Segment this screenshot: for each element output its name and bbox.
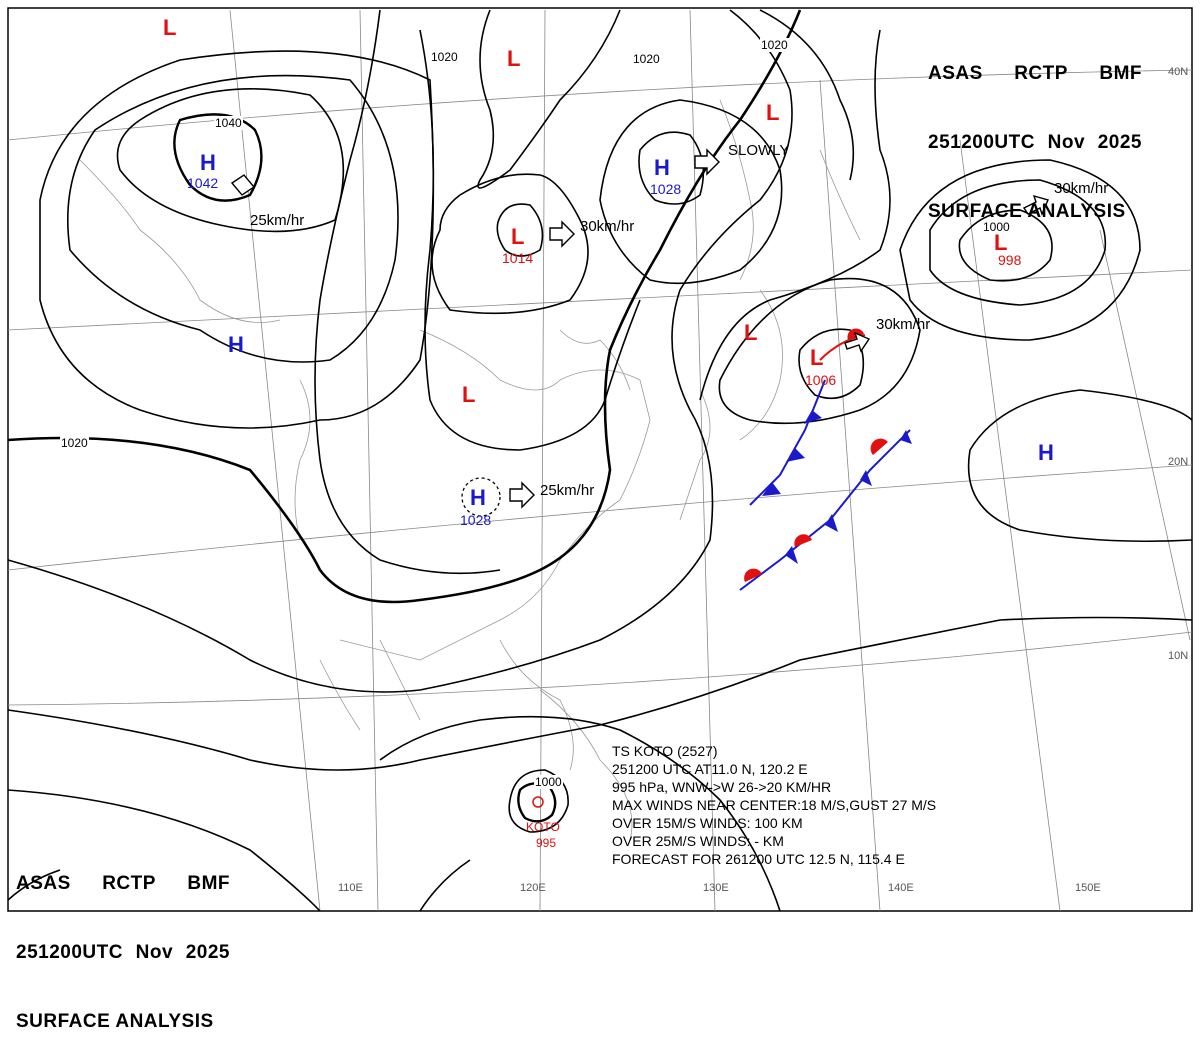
typhoon-line: OVER 25M/S WINDS: - KM [612,833,784,849]
high-marker: H [1038,440,1054,465]
motion-label: 30km/hr [580,218,635,235]
typhoon-info: TS KOTO (2527) 251200 UTC AT11.0 N, 120.… [612,742,936,868]
header-bmf: BMF [1099,63,1142,84]
motion-label: 25km/hr [540,482,595,499]
arrow-south-china-high [509,481,535,509]
isobar-label: 1000 [534,775,563,789]
header-bottom-left: ASAS RCTP BMF 251200UTC Nov 2025 SURFACE ANA… [16,826,230,1056]
high-marker: H [228,332,244,357]
high-value: 1028 [650,181,682,197]
header-code: RCTP [1014,63,1068,84]
isobar-label: 1020 [430,50,459,64]
isobar-label: 1020 [760,38,789,52]
arrow-kamchatka [1022,194,1049,216]
header-time: 251200UTC [16,942,123,963]
low-marker: L [507,46,521,71]
typhoon-pressure: 995 [536,836,557,850]
cold-front [739,379,912,591]
lat-label: 40N [1168,66,1189,78]
motion-label: 30km/hr [876,316,931,333]
header-year: 2025 [1097,132,1142,153]
lon-label: 140E [888,882,914,894]
typhoon-line: TS KOTO (2527) [612,743,718,759]
arrow-manchuria [694,148,720,176]
typhoon-line: FORECAST FOR 261200 UTC 12.5 N, 115.4 E [612,851,905,867]
high-ring [461,477,501,517]
lon-label: 120E [520,882,546,894]
map-frame [7,7,1193,912]
header-month: Nov [135,942,174,963]
low-marker: L [511,224,525,249]
high-marker: H [200,150,216,175]
arrow-japan-low [844,331,871,353]
arrow-mongolia-low [549,220,575,248]
header-year: 2025 [185,942,230,963]
header-time: 251200UTC [928,132,1035,153]
header-station: ASAS [928,63,983,84]
typhoon-line: OVER 15M/S WINDS: 100 KM [612,815,803,831]
header-code: RCTP [102,873,156,894]
motion-label: 30km/hr [1054,180,1109,197]
lon-label: 110E [338,882,363,894]
header-station: ASAS [16,873,71,894]
lat-label: 20N [1168,456,1189,468]
lat-label: 10N [1168,650,1189,662]
header-bmf: BMF [187,873,230,894]
typhoon-name: KOTO [526,820,560,834]
typhoon-line: 995 hPa, WNW->W 26->20 KM/HR [612,779,832,795]
typhoon-line: MAX WINDS NEAR CENTER:18 M/S,GUST 27 M/S [612,797,937,813]
low-marker: L [462,382,476,407]
low-marker: L [744,320,758,345]
high-value: 1042 [187,175,219,191]
header-title: SURFACE ANALYSIS [16,1011,214,1032]
high-marker: H [654,155,670,180]
motion-label: 25km/hr [250,212,305,229]
isobar-label: 1000 [982,220,1011,234]
high-marker: H [470,485,486,510]
isobar-label: 1020 [632,52,661,66]
weather-map [7,7,1193,912]
motion-arrows [230,148,1049,509]
lon-label: 150E [1075,882,1101,894]
arrow-siberia [230,174,256,196]
low-value: 1006 [805,372,837,388]
isobar-1020-main [7,9,802,604]
low-marker: L [766,100,780,125]
coastlines [79,99,861,841]
low-marker: L [994,230,1008,255]
header-top-right: ASAS RCTP BMF 251200UTC Nov 2025 SURFACE ANA… [928,16,1142,246]
motion-label: SLOWLY [728,142,790,159]
header-month: Nov [1047,132,1086,153]
header-title: SURFACE ANALYSIS [928,201,1126,222]
lon-label: 130E [703,882,729,894]
isobar-label: 1020 [60,436,89,450]
typhoon-line: 251200 UTC AT11.0 N, 120.2 E [612,761,808,777]
typhoon-symbol [532,796,544,808]
low-value: 1014 [502,250,534,266]
low-value: 998 [998,252,1022,268]
low-marker: L [163,15,177,40]
low-marker: L [810,345,824,370]
isobar-label: 1040 [214,116,243,130]
isobar-siberia-2 [116,88,345,233]
high-value: 1028 [460,512,492,528]
